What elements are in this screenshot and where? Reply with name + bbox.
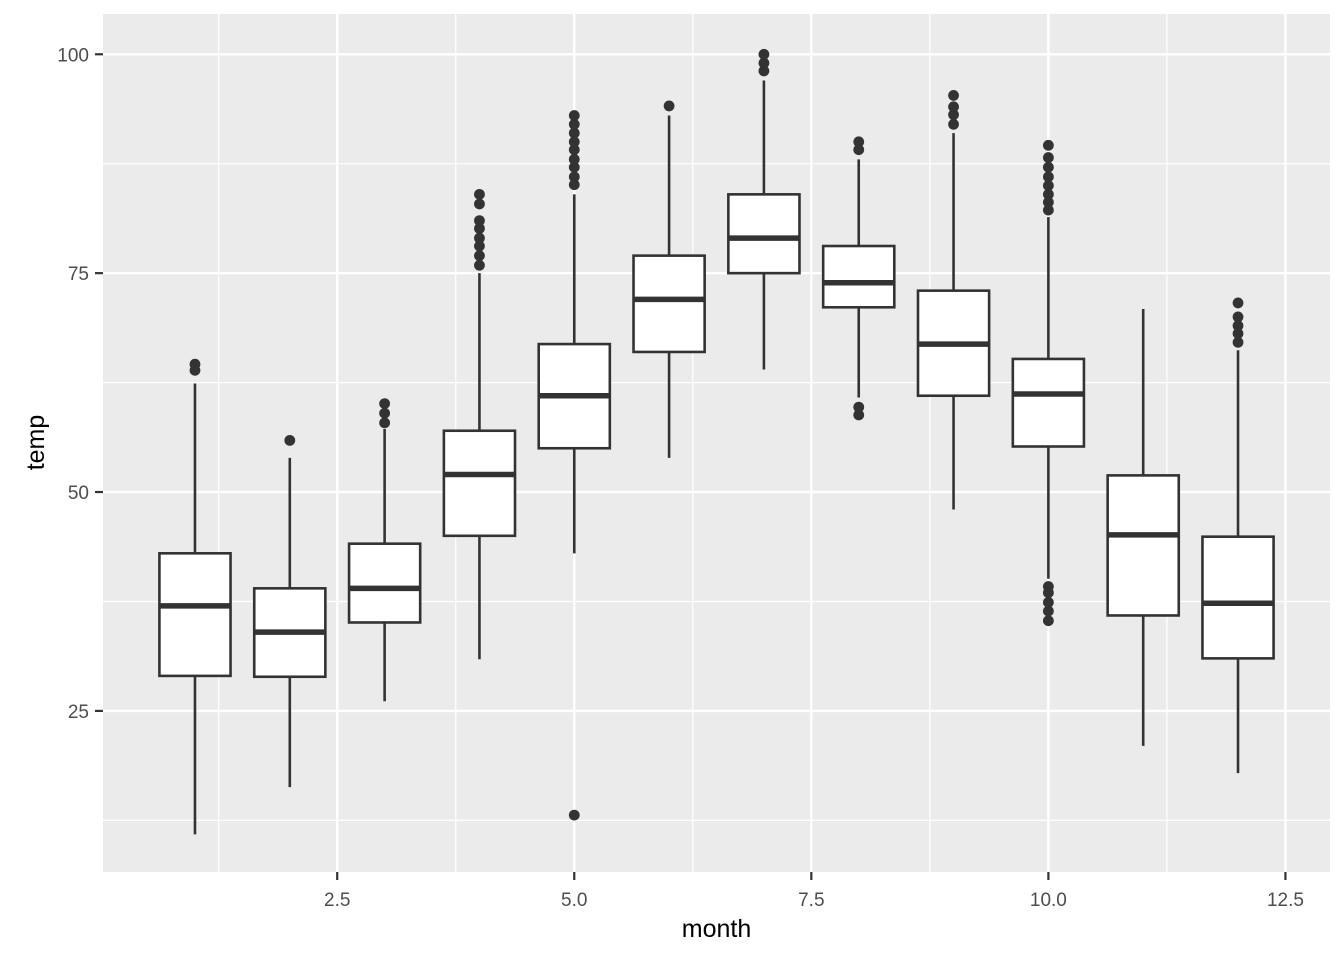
- outlier-dot: [379, 417, 391, 429]
- boxplot-month-5: [537, 110, 612, 821]
- y-axis-title: temp: [22, 415, 50, 471]
- outlier-dot: [474, 188, 485, 200]
- outlier-dot: [1042, 180, 1054, 192]
- boxplot-month-7: [727, 48, 801, 370]
- iqr-box: [821, 244, 896, 309]
- outlier-dot: [474, 232, 485, 244]
- y-tick-label: 25: [68, 702, 89, 723]
- outlier-dot: [474, 250, 485, 262]
- outlier-dot: [1042, 581, 1054, 592]
- outlier-dot: [474, 240, 485, 252]
- iqr-box: [1201, 535, 1275, 660]
- outlier-dot: [189, 358, 201, 370]
- outlier-dot: [948, 90, 959, 101]
- outlier-dot: [474, 198, 485, 210]
- outlier-dot: [1042, 196, 1054, 208]
- boxplot-month-4: [442, 188, 517, 660]
- panel-background: [103, 14, 1330, 872]
- outlier-dot: [1042, 139, 1054, 151]
- boxplot-month-6: [632, 100, 706, 458]
- boxplot-month-12: [1201, 297, 1275, 774]
- outlier-dot: [379, 407, 391, 419]
- outlier-dot: [568, 809, 580, 821]
- x-tick-label: 12.5: [1267, 890, 1304, 911]
- axis-ticks: [95, 53, 1287, 880]
- boxplot-month-9: [916, 90, 991, 510]
- outlier-dot: [474, 223, 485, 234]
- outlier-dot: [1042, 161, 1054, 173]
- outlier-dot: [1042, 171, 1054, 183]
- iqr-box: [347, 542, 422, 624]
- boxplot-month-3: [347, 398, 422, 702]
- outlier-dot: [1042, 152, 1054, 163]
- boxplot-month-8: [821, 136, 896, 421]
- outlier-dot: [1232, 311, 1244, 323]
- y-tick-label: 50: [68, 483, 89, 504]
- outlier-dot: [568, 136, 580, 148]
- axis-tick-labels: 25 50 75 100 2.5 5.0 7.5 10.0 12.5: [57, 45, 1304, 911]
- outlier-dot: [853, 401, 865, 413]
- outlier-dot: [758, 48, 770, 60]
- outlier-dot: [948, 118, 959, 130]
- outlier-dot: [568, 144, 580, 156]
- outlier-dot: [1042, 204, 1054, 216]
- outlier-dot: [1042, 605, 1054, 617]
- outlier-dot: [853, 136, 865, 148]
- outlier-dot: [1042, 615, 1054, 627]
- outlier-dot: [568, 161, 580, 173]
- outlier-dot: [1232, 297, 1244, 309]
- boxplots: [158, 48, 1275, 835]
- outlier-dot: [758, 57, 770, 69]
- outlier-dot: [568, 153, 580, 165]
- x-tick-label: 10.0: [1030, 890, 1067, 911]
- outlier-dot: [853, 409, 865, 421]
- outlier-dot: [379, 398, 391, 410]
- boxplot-month-2: [252, 434, 327, 788]
- outlier-dot: [1042, 188, 1054, 200]
- outlier-dot: [474, 215, 485, 227]
- outlier-dot: [568, 179, 580, 191]
- boxplot-month-11: [1106, 309, 1181, 746]
- outlier-dot: [1232, 336, 1244, 348]
- outlier-dot: [568, 118, 580, 130]
- outlier-dot: [948, 101, 959, 113]
- boxplot-month-10: [1011, 139, 1086, 627]
- x-tick-label: 5.0: [561, 890, 587, 911]
- iqr-box: [1011, 357, 1086, 448]
- y-tick-label: 100: [57, 45, 89, 66]
- outlier-dot: [853, 144, 865, 156]
- iqr-box: [632, 254, 706, 354]
- outlier-dot: [568, 127, 580, 139]
- outlier-dot: [474, 259, 485, 271]
- outlier-dot: [1042, 596, 1054, 608]
- iqr-box: [158, 552, 232, 678]
- iqr-box: [727, 193, 801, 275]
- outlier-dot: [1232, 320, 1244, 332]
- y-tick-label: 75: [68, 264, 89, 285]
- outlier-dot: [568, 110, 580, 121]
- outlier-dot: [1232, 328, 1244, 339]
- iqr-box: [442, 429, 517, 538]
- x-tick-label: 2.5: [324, 890, 350, 911]
- x-tick-label: 7.5: [798, 890, 824, 911]
- boxplot-month-1: [158, 358, 232, 835]
- outlier-dot: [568, 171, 580, 183]
- outlier-dot: [948, 109, 959, 121]
- plot-panel: [103, 14, 1330, 872]
- x-axis-title: month: [682, 915, 751, 943]
- iqr-box: [1106, 474, 1181, 617]
- outlier-dot: [663, 100, 675, 112]
- outlier-dot: [284, 434, 296, 446]
- outlier-dot: [758, 65, 770, 77]
